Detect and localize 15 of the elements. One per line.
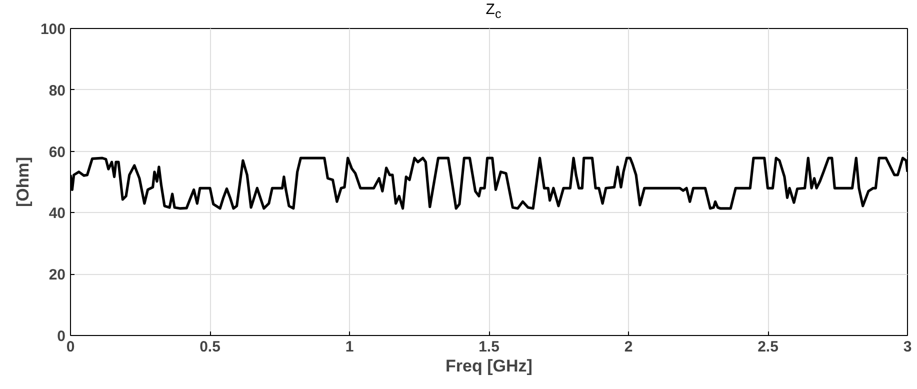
y-axis-title: [Ohm] xyxy=(13,156,32,208)
x-tick-label: 3 xyxy=(903,338,912,356)
y-tick-label: 0 xyxy=(57,328,66,345)
x-tick-label: 1.5 xyxy=(478,338,500,356)
x-axis-title: Freq [GHz] xyxy=(446,356,532,376)
x-tick-label: 2.5 xyxy=(758,338,778,356)
x-tick-label: 1 xyxy=(345,338,354,356)
y-tick-label: 100 xyxy=(40,21,66,38)
x-tick-label: 2 xyxy=(624,338,633,356)
x-tick-label: 0.5 xyxy=(200,338,220,356)
y-tick-label: 40 xyxy=(48,205,66,222)
y-tick-label: 80 xyxy=(48,82,66,100)
y-tick-label: 20 xyxy=(48,266,66,284)
y-tick-label: 60 xyxy=(48,144,66,161)
chart-title: Z$_{c}$ xyxy=(486,0,502,23)
